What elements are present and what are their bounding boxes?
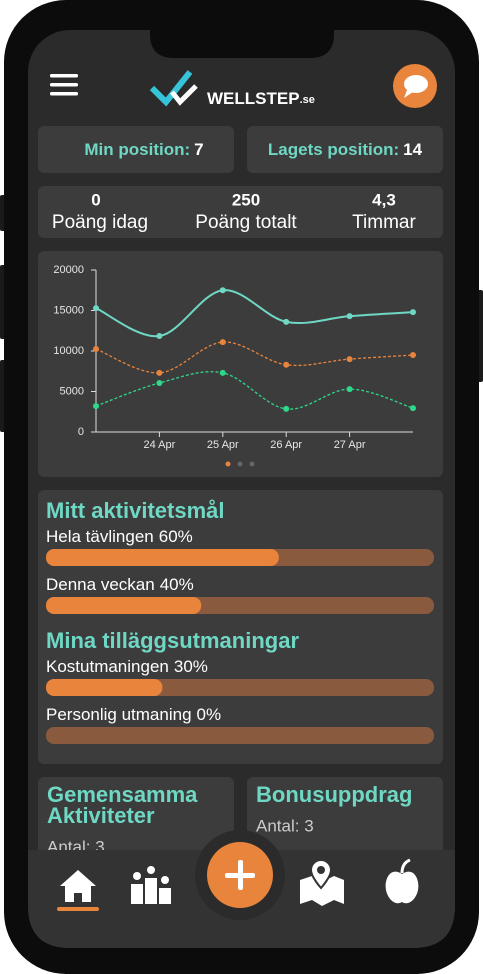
x-tick-label: 27 Apr [334,439,366,451]
stat-value: 4,3 [372,190,396,209]
svg-text:WELLSTEP.se: WELLSTEP.se [207,89,315,108]
point [156,369,163,376]
stat-label: Poäng totalt [195,212,297,233]
home-tab[interactable] [57,870,99,911]
goal-percent: 30% [174,657,208,676]
x-tick-label: 24 Apr [143,439,175,451]
point [156,333,163,340]
card [38,777,234,867]
point [346,386,353,393]
menu-button[interactable] [50,74,78,96]
point [93,403,99,410]
card [38,126,234,173]
chat-button[interactable] [393,64,437,108]
goal-name: Kostutmaningen [46,657,169,676]
point [346,356,353,363]
position-value: 14 [403,140,422,159]
card [247,126,443,173]
brand: WELLSTEP [207,89,300,108]
section-title: Mina tilläggsutmaningar [46,628,299,653]
stat-label: Poäng idag [52,212,148,233]
point [283,361,290,368]
goal-percent: 40% [160,575,194,594]
section-title: Mitt aktivitetsmål [46,498,225,523]
y-tick-label: 5000 [60,385,84,397]
point [219,339,226,346]
goal-label: Personlig utmaning 0% [46,705,221,724]
point [156,379,163,386]
x-tick-label: 26 Apr [270,439,302,451]
card-text: Antal: 3 [256,816,314,835]
progress-track [46,727,434,744]
series-line [95,371,414,410]
point [219,369,226,376]
map-tab[interactable] [300,858,344,906]
point [93,345,99,352]
goal-name: Denna veckan [46,575,155,594]
point [346,313,353,320]
card-title: Bonusuppdrag [256,782,412,807]
y-tick-label: 20000 [53,264,84,276]
goal-name: Personlig utmaning [46,705,192,724]
brand-suffix: .se [300,94,315,106]
y-tick-label: 0 [78,426,84,438]
page-dot [237,461,243,467]
position-value: 7 [194,140,203,159]
ranking-tab[interactable] [131,866,171,904]
card [247,777,443,867]
logo: WELLSTEP.se [149,70,315,108]
point [283,405,290,412]
stat-value: 250 [232,190,260,209]
goal-label: Hela tävlingen 60% [46,527,193,546]
y-tick-label: 15000 [53,304,84,316]
goal-label: Denna veckan 40% [46,575,194,594]
stat-label: Timmar [352,212,416,233]
card-title: Aktiviteter [47,803,155,828]
stat-value: 0 [91,190,100,209]
point [283,318,290,325]
position-label: Lagets position: [268,140,399,159]
point [410,309,416,316]
page-dot [225,461,231,467]
goal-percent: 60% [159,527,193,546]
position-label: Min position: [84,140,190,159]
goal-name: Hela tävlingen [46,527,154,546]
nutrition-tab[interactable] [385,858,419,904]
x-tick-label: 25 Apr [207,439,239,451]
point [410,352,416,359]
notch [150,28,334,58]
goal-percent: 0% [197,705,222,724]
progress-fill [46,549,279,566]
card [38,186,443,238]
position: Lagets position: 14 [268,140,423,159]
page-dot [249,461,255,467]
point [93,305,99,312]
goal-label: Kostutmaningen 30% [46,657,208,676]
point [410,405,416,412]
progress-fill [46,679,163,696]
add-button[interactable] [207,842,273,908]
y-tick-label: 10000 [53,345,84,357]
progress-fill [46,597,202,614]
card [38,251,443,477]
position: Min position: 7 [84,140,203,159]
card-title: Gemensamma [47,782,198,807]
point [219,287,226,294]
